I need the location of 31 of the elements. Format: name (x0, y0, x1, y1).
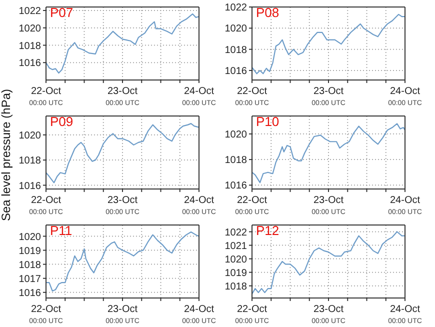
y-tick-label: 1020 (224, 24, 248, 35)
y-tick-label: 1020 (18, 23, 42, 34)
y-tick-label: 1018 (18, 40, 42, 52)
y-tick-label: 1022 (224, 2, 248, 14)
y-tick-label: 1020 (18, 130, 42, 142)
y-tick-label: 1019 (18, 246, 42, 257)
y-tick-label: 1021 (224, 240, 248, 252)
y-tick-label: 1016 (18, 180, 42, 192)
y-tick-label: 1020 (224, 254, 248, 266)
y-tick-label: 1016 (224, 66, 248, 78)
chart-title: P10 (256, 114, 280, 129)
chart-title: P09 (50, 114, 74, 129)
y-tick-label: 1020 (18, 232, 42, 243)
y-tick-label: 1020 (224, 129, 248, 140)
y-tick-label: 1018 (224, 281, 248, 292)
y-tick-label: 1018 (18, 156, 42, 167)
y-tick-label: 1022 (18, 6, 42, 18)
y-tick-label: 1017 (18, 274, 42, 285)
y-tick-label: 1016 (18, 58, 42, 70)
y-axis-title: Sea level pressure (hPa) (0, 88, 13, 222)
y-tick-label: 1016 (18, 288, 42, 299)
y-tick-label: 1018 (18, 260, 42, 271)
chart-title: P12 (256, 223, 280, 238)
y-tick-label: 1016 (224, 180, 248, 192)
y-tick-label: 1018 (224, 44, 248, 56)
y-tick-label: 1022 (224, 227, 248, 238)
y-tick-label: 1018 (224, 155, 248, 166)
chart-title: P08 (256, 5, 280, 20)
chart-title: P11 (50, 223, 72, 238)
chart-title: P07 (50, 5, 74, 20)
y-tick-label: 1019 (224, 268, 248, 279)
